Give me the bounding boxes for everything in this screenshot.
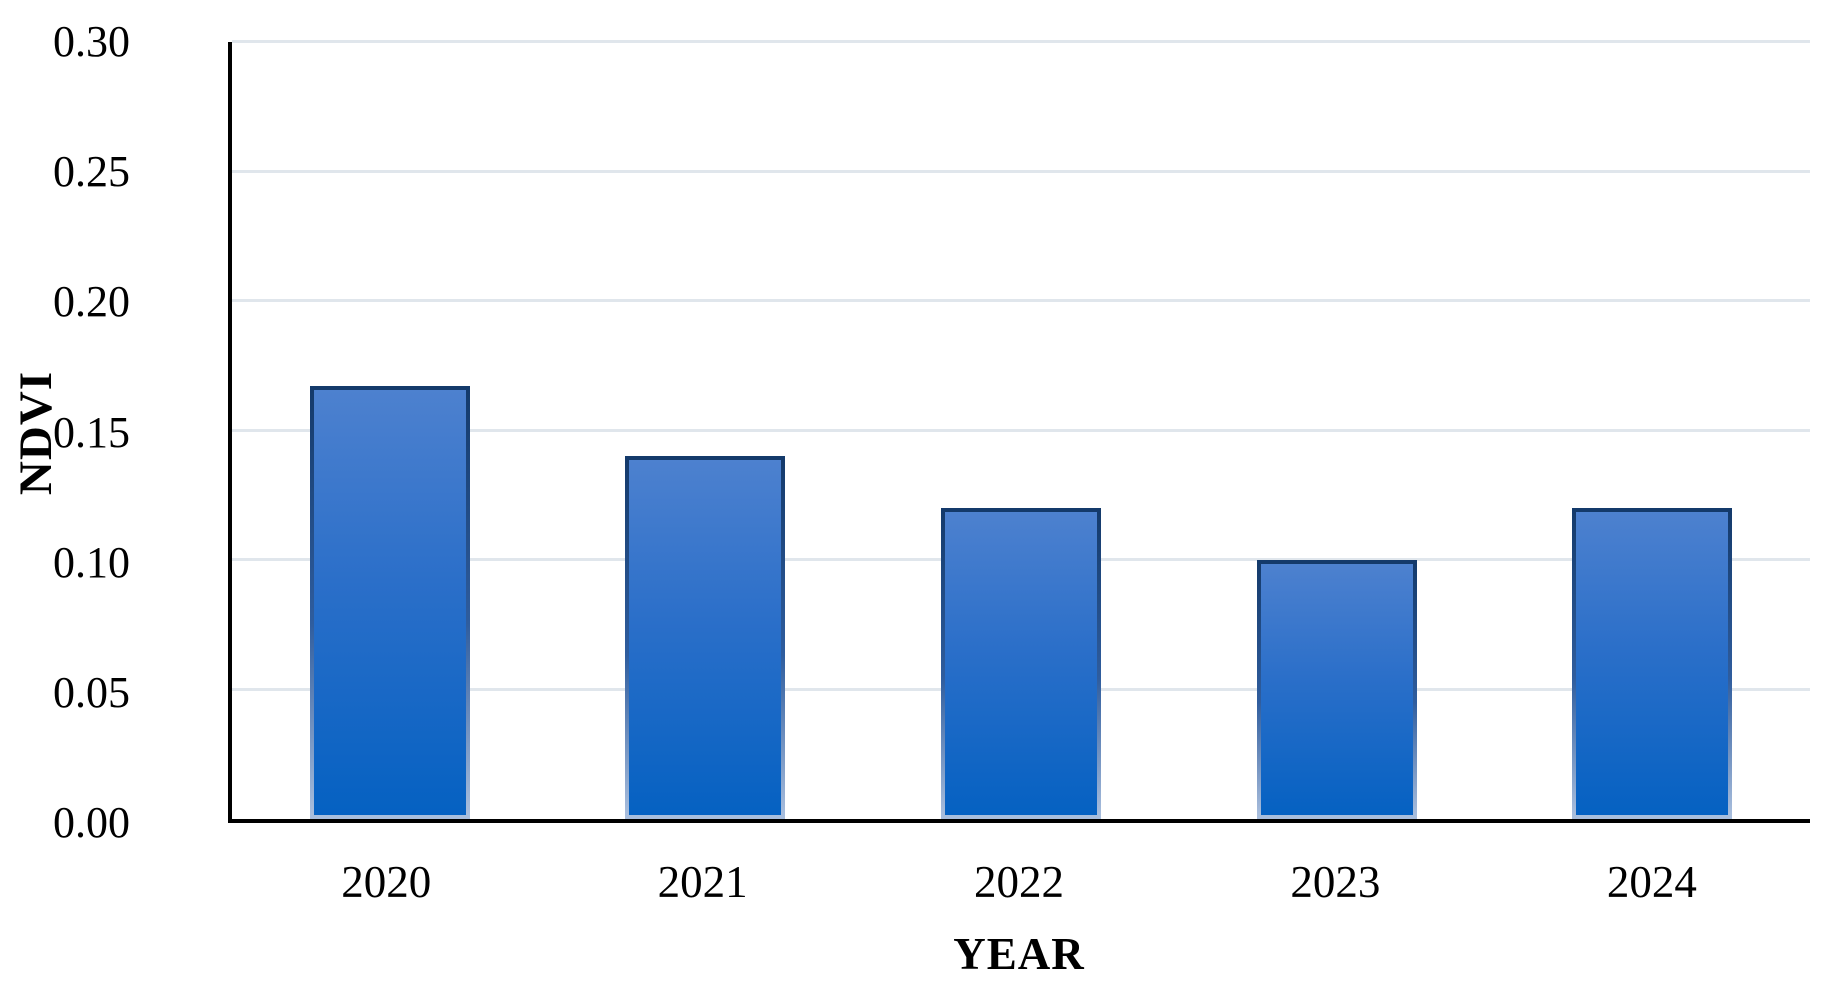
y-tick-label: 0.00 [53, 798, 130, 847]
y-tick-label: 0.10 [53, 537, 130, 587]
bar-slot [1494, 42, 1810, 819]
bar-2020 [309, 386, 470, 819]
x-axis-title: YEAR [953, 929, 1085, 979]
x-tick-label: 2022 [974, 857, 1065, 907]
y-tick-label: 0.30 [53, 17, 130, 66]
bar-2021 [625, 456, 786, 819]
bar-2023 [1256, 560, 1417, 819]
bar-2022 [940, 508, 1101, 819]
gridline [232, 40, 1810, 43]
y-tick-label: 0.25 [53, 147, 130, 197]
bars-row [232, 42, 1810, 819]
x-axis-tick-labels: 2020 2021 2022 2023 2024 [228, 857, 1810, 908]
y-tick-label: 0.20 [53, 277, 130, 327]
x-tick-label: 2021 [657, 857, 748, 907]
x-tick-label: 2020 [341, 857, 432, 907]
bar-slot [232, 42, 548, 819]
gridline [232, 299, 1810, 303]
x-tick-label: 2024 [1606, 857, 1697, 907]
y-tick-label: 0.05 [53, 667, 130, 717]
y-tick-label: 0.15 [53, 407, 130, 457]
gridline [232, 428, 1810, 432]
y-axis-tick-labels: 0.00 0.05 0.10 0.15 0.20 0.25 0.30 [0, 20, 180, 845]
bar-slot [548, 42, 864, 819]
bar-slot [1179, 42, 1495, 819]
plot-area [228, 40, 1810, 823]
x-tick-label: 2023 [1290, 857, 1381, 907]
bar-2024 [1572, 508, 1733, 819]
bar-slot [863, 42, 1179, 819]
gridline [232, 169, 1810, 173]
